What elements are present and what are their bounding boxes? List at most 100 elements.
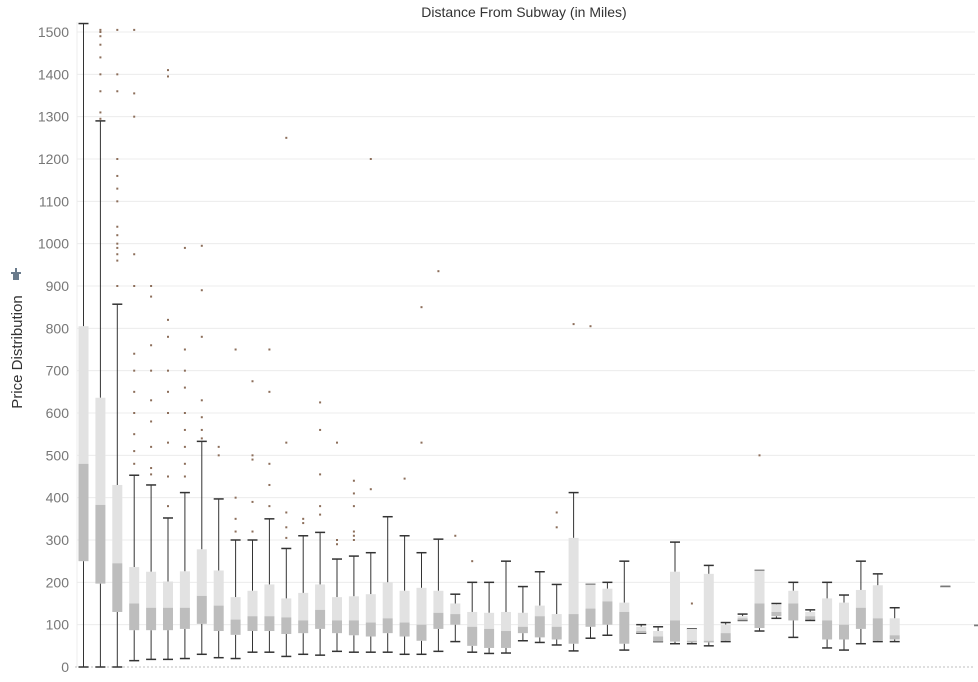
outlier-point (200, 244, 203, 247)
box-29[interactable] (551, 511, 562, 646)
upper-box (129, 567, 140, 604)
box-17[interactable] (348, 479, 359, 653)
box-37[interactable] (686, 602, 697, 645)
outlier-point (183, 462, 186, 465)
outlier-point (555, 526, 558, 529)
lower-box (805, 616, 816, 620)
box-43[interactable] (788, 581, 799, 639)
lower-box (686, 640, 697, 643)
upper-box (619, 602, 630, 612)
outlier-point (99, 111, 102, 114)
box-19[interactable] (382, 515, 393, 653)
outlier-point (285, 526, 288, 529)
box-39[interactable] (720, 621, 731, 643)
outlier-point (352, 530, 355, 533)
upper-box (653, 631, 664, 637)
box-36[interactable] (670, 541, 680, 645)
box-50[interactable] (940, 585, 951, 588)
upper-box (196, 549, 207, 596)
outlier-point (150, 473, 153, 476)
box-46[interactable] (839, 594, 849, 651)
box-5[interactable] (146, 285, 157, 661)
upper-box (281, 598, 292, 618)
upper-box (450, 603, 461, 615)
y-tick-label: 400 (46, 490, 70, 506)
y-tick-label: 1000 (38, 236, 69, 252)
upper-box (315, 584, 326, 610)
box-4[interactable] (129, 28, 140, 662)
box-23[interactable] (450, 534, 461, 643)
box-51[interactable] (974, 624, 978, 627)
box-15[interactable] (315, 401, 326, 656)
y-tick-label: 500 (46, 447, 70, 463)
lower-box (332, 620, 342, 634)
outlier-point (758, 454, 761, 457)
lower-box (179, 607, 190, 629)
box-9[interactable] (213, 445, 224, 659)
box-20[interactable] (399, 477, 410, 656)
box-47[interactable] (855, 560, 866, 645)
lower-box (940, 586, 951, 588)
upper-box (602, 588, 613, 602)
box-31[interactable] (585, 325, 596, 639)
box-28[interactable] (534, 571, 545, 644)
upper-box (703, 573, 714, 641)
box-42[interactable] (771, 602, 782, 620)
box-10[interactable] (230, 348, 241, 660)
box-34[interactable] (636, 623, 647, 634)
box-14[interactable] (298, 517, 309, 656)
box-22[interactable] (433, 270, 444, 653)
box-33[interactable] (619, 560, 630, 651)
outlier-point (352, 479, 355, 482)
outlier-point (454, 534, 457, 537)
box-32[interactable] (602, 581, 613, 636)
box-7[interactable] (179, 246, 190, 660)
box-40[interactable] (737, 613, 748, 622)
box-27[interactable] (517, 585, 528, 642)
box-21[interactable] (416, 306, 427, 656)
lower-box (534, 616, 545, 638)
lower-box (568, 614, 579, 644)
y-tick-label: 0 (61, 659, 69, 675)
box-18[interactable] (365, 158, 376, 653)
box-3[interactable] (112, 28, 123, 668)
outlier-point (420, 306, 423, 309)
box-12[interactable] (264, 348, 275, 653)
outlier-point (217, 454, 220, 457)
upper-box (146, 571, 157, 608)
outlier-point (99, 73, 102, 76)
outlier-point (116, 225, 119, 228)
outlier-point (150, 285, 153, 287)
box-48[interactable] (872, 573, 883, 643)
box-25[interactable] (484, 581, 495, 655)
upper-box (365, 594, 376, 623)
upper-box (720, 624, 731, 634)
upper-box (247, 590, 258, 617)
outlier-point (167, 75, 169, 78)
outlier-point (133, 352, 136, 355)
box-24[interactable] (467, 560, 478, 653)
y-tick-label: 900 (46, 278, 70, 294)
box-13[interactable] (281, 136, 292, 658)
box-11[interactable] (247, 380, 258, 653)
box-8[interactable] (196, 244, 207, 656)
box-26[interactable] (501, 560, 511, 654)
box-49[interactable] (889, 606, 900, 643)
box-44[interactable] (805, 609, 816, 622)
box-6[interactable] (163, 69, 173, 661)
box-38[interactable] (703, 564, 714, 647)
lower-box (433, 612, 444, 629)
outlier-point (285, 136, 288, 139)
pin-icon[interactable] (11, 268, 21, 280)
box-41[interactable] (754, 454, 765, 632)
box-1[interactable] (78, 22, 89, 668)
box-45[interactable] (822, 581, 833, 649)
outlier-point (319, 428, 322, 431)
box-2[interactable] (95, 28, 106, 668)
box-16[interactable] (332, 441, 342, 653)
outlier-point (133, 115, 136, 118)
box-35[interactable] (653, 626, 664, 643)
outlier-point (555, 511, 558, 514)
box-30[interactable] (568, 323, 579, 652)
